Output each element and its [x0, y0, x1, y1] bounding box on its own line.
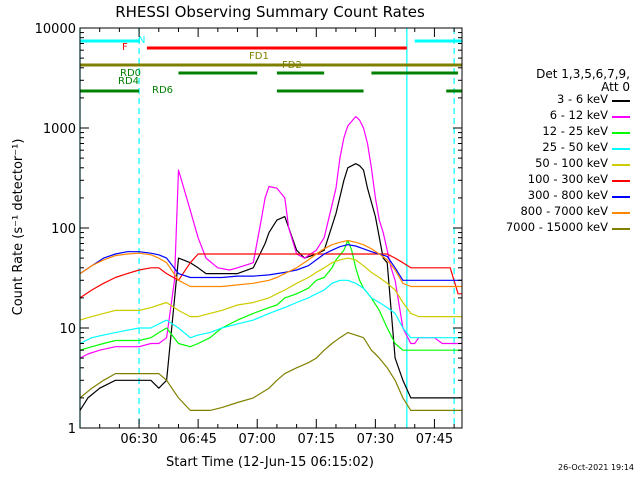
legend-label: 300 - 800 keV: [527, 188, 608, 202]
x-tick-label: 07:45: [416, 432, 453, 447]
series-line-2: [79, 239, 462, 351]
flag-label-rd6: RD6: [152, 85, 173, 96]
timestamp: 26-Oct-2021 19:14: [558, 463, 634, 472]
legend: 3 - 6 keV 6 - 12 keV 12 - 25 keV 25 - 50 ke…: [478, 92, 634, 236]
legend-swatch: [612, 228, 630, 230]
legend-label: 25 - 50 keV: [542, 140, 608, 154]
legend-entry: 7000 - 15000 keV: [478, 220, 634, 236]
chart-title: RHESSI Observing Summary Count Rates: [115, 3, 425, 21]
legend-swatch: [612, 164, 630, 166]
y-tick-label: 10000: [35, 22, 76, 37]
x-tick-label: 07:15: [298, 432, 335, 447]
flag-label-rd4: RD4: [118, 76, 139, 87]
legend-label: 100 - 300 keV: [527, 172, 608, 186]
x-axis-label: Start Time (12-Jun-15 06:15:02): [166, 455, 374, 470]
legend-entry: 800 - 7000 keV: [478, 204, 634, 220]
legend-label: 6 - 12 keV: [549, 108, 608, 122]
legend-label: 50 - 100 keV: [535, 156, 608, 170]
legend-label: 7000 - 15000 keV: [505, 220, 608, 234]
legend-entry: 300 - 800 keV: [478, 188, 634, 204]
legend-swatch: [612, 212, 630, 214]
legend-header-line-1: Det 1,3,5,6,7,9,: [536, 67, 630, 81]
y-tick-label: 1: [68, 422, 76, 437]
series-line-1: [79, 115, 462, 359]
series-line-6: [79, 244, 462, 281]
y-axis-label: Count Rate (s⁻¹ detector⁻¹): [11, 139, 26, 316]
legend-swatch: [612, 196, 630, 198]
legend-label: 800 - 7000 keV: [520, 204, 608, 218]
legend-header-line-2: Att 0: [601, 80, 630, 94]
legend-label: 3 - 6 keV: [557, 92, 608, 106]
legend-entry: 25 - 50 keV: [478, 140, 634, 156]
legend-entry: 6 - 12 keV: [478, 108, 634, 124]
flag-label-rd0: RD0: [120, 68, 141, 79]
x-tick-label: 06:45: [179, 432, 216, 447]
flag-label-fd1: FD1: [249, 51, 269, 62]
legend-entry: 100 - 300 keV: [478, 172, 634, 188]
plot-frame: [79, 27, 463, 429]
y-tick-label: 100: [51, 222, 76, 237]
x-tick-label: 07:00: [238, 432, 275, 447]
series-line-5: [79, 253, 462, 299]
legend-entry: 3 - 6 keV: [478, 92, 634, 108]
x-tick-label: 06:30: [120, 432, 157, 447]
legend-swatch: [612, 116, 630, 118]
x-tick-label: 07:30: [357, 432, 394, 447]
legend-swatch: [612, 132, 630, 134]
series-line-7: [79, 239, 462, 288]
series-line-4: [79, 257, 462, 321]
legend-swatch: [612, 148, 630, 150]
legend-entry: 12 - 25 keV: [478, 124, 634, 140]
flag-label-n: N: [138, 35, 145, 46]
legend-swatch: [612, 180, 630, 182]
y-tick-label: 1000: [43, 122, 76, 137]
series-line-0: [79, 163, 462, 411]
y-tick-label: 10: [59, 322, 76, 337]
legend-label: 12 - 25 keV: [542, 124, 608, 138]
series-line-8: [79, 332, 462, 411]
flag-label-fd2: FD2: [282, 60, 302, 71]
legend-swatch: [612, 100, 630, 102]
legend-entry: 50 - 100 keV: [478, 156, 634, 172]
series-line-3: [79, 279, 462, 345]
flag-label-f: F: [122, 42, 128, 53]
